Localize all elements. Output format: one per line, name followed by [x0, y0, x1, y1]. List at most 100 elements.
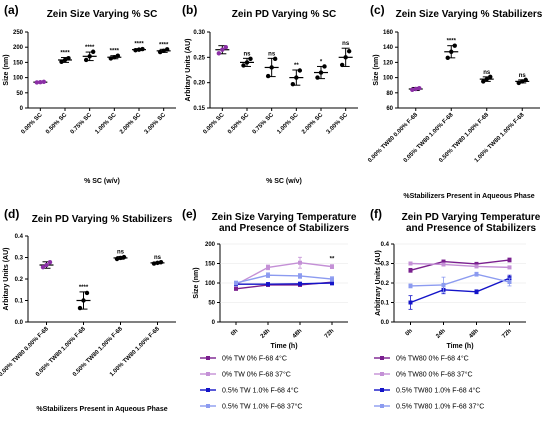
- data-point: [81, 298, 86, 303]
- x-tick-label: 2.00% SC: [301, 112, 325, 136]
- data-point: [244, 60, 250, 65]
- series-point: [298, 260, 302, 265]
- y-axis-label-a: Size (nm): [3, 54, 10, 85]
- data-point: [346, 49, 352, 54]
- panel-label-f: (f): [370, 207, 382, 221]
- series-point: [298, 273, 302, 278]
- legend-swatch-marker: [380, 404, 384, 408]
- data-point: [265, 73, 271, 79]
- y-tick-label: 0: [20, 106, 24, 112]
- y-tick-label: 0.2: [15, 277, 24, 283]
- data-point: [315, 75, 320, 80]
- series-point: [441, 262, 446, 267]
- legend-label: 0% TW80 0% F-68 37°C: [396, 371, 473, 379]
- y-tick-label: 100: [13, 76, 24, 82]
- x-tick-label: 48h: [468, 328, 480, 340]
- data-point: [410, 87, 415, 92]
- y-tick-label: 150: [205, 262, 216, 268]
- data-point: [297, 68, 303, 73]
- series-point: [298, 281, 302, 286]
- legend-label: 0.5% TW80 1.0% F-68 37°C: [396, 403, 484, 411]
- data-point: [523, 77, 528, 83]
- data-point: [161, 48, 166, 54]
- significance-label: ****: [134, 42, 144, 48]
- chart-title-e: Zein Size Varying Temperature: [212, 212, 357, 223]
- data-point: [269, 65, 274, 70]
- data-point: [223, 45, 229, 50]
- data-point: [59, 59, 64, 64]
- panel-label-e: (e): [182, 207, 197, 221]
- data-point: [516, 80, 521, 86]
- significance-label: ns: [117, 250, 125, 256]
- x-axis-label-a: % SC (w/v): [84, 178, 120, 185]
- data-point: [87, 54, 92, 59]
- series-point: [330, 281, 334, 285]
- data-point: [290, 81, 296, 87]
- series-line: [235, 262, 333, 286]
- y-tick-label: 200: [205, 242, 216, 248]
- x-axis-label-c: %Stabilizers Present in Aqueous Phase: [403, 193, 534, 200]
- significance-label: ****: [79, 285, 89, 291]
- y-tick-label: 0.4: [15, 234, 24, 240]
- y-tick-label: 150: [13, 60, 24, 66]
- y-tick-label: 120: [383, 60, 394, 66]
- series-point: [266, 273, 270, 278]
- y-tick-label: 0.2: [381, 281, 390, 287]
- legend-swatch-marker: [206, 356, 210, 360]
- legend-swatch-marker: [206, 388, 210, 392]
- x-tick-label: 3.00% SC: [144, 112, 168, 136]
- data-point: [83, 57, 89, 63]
- legend-swatch-marker: [380, 388, 384, 392]
- significance-label: ns: [342, 41, 350, 47]
- series-line: [410, 273, 510, 287]
- significance-label: ns: [268, 51, 276, 57]
- significance-label: ****: [85, 45, 95, 51]
- data-point: [241, 63, 246, 68]
- chart-title-f: Zein PD Varying Temperature: [402, 212, 541, 223]
- data-point: [118, 255, 123, 261]
- x-tick-label: 3.00% SC: [326, 112, 350, 136]
- series-point: [408, 261, 413, 266]
- y-tick-label: 0.0: [381, 320, 390, 326]
- legend-swatch-marker: [380, 372, 384, 376]
- y-tick-label: 140: [383, 45, 394, 51]
- y-tick-label: 50: [16, 91, 23, 97]
- data-point: [121, 254, 127, 260]
- x-tick-label: 0.75% SC: [252, 112, 276, 136]
- x-axis-label-e: Time (h): [270, 343, 297, 350]
- legend-label: 0% TW 0% F-68 4°C: [222, 355, 287, 363]
- y-axis-label-d: Arbitary Units (AU): [3, 247, 10, 310]
- data-point: [112, 55, 117, 60]
- x-tick-label: 0.50% SC: [45, 112, 69, 136]
- series-point: [266, 282, 270, 287]
- series-point: [408, 283, 413, 288]
- x-tick-label: 0h: [405, 328, 414, 337]
- data-point: [452, 43, 457, 48]
- panel-label-a: (a): [4, 3, 19, 17]
- x-tick-label: 72h: [324, 328, 336, 340]
- data-point: [272, 56, 278, 62]
- data-point: [114, 256, 120, 262]
- chart-title-d: Zein PD Varying % Stabilizers: [32, 214, 173, 225]
- legend-swatch-marker: [206, 404, 210, 408]
- series-line: [235, 274, 333, 284]
- series-line: [410, 262, 510, 269]
- data-point: [84, 290, 90, 296]
- series-point: [474, 272, 479, 277]
- y-tick-label: 0.1: [15, 299, 24, 305]
- data-point: [339, 62, 345, 68]
- data-point: [413, 86, 418, 92]
- significance-label: ns: [243, 51, 251, 57]
- data-point: [164, 47, 170, 52]
- panel-label-b: (b): [182, 3, 197, 17]
- legend-label: 0% TW 0% F-68 37°C: [222, 371, 291, 379]
- series-point: [441, 259, 446, 264]
- legend-swatch-marker: [380, 356, 384, 360]
- x-tick-label: 24h: [260, 328, 272, 340]
- legend-label: 0.5% TW 1.0% F-68 4°C: [222, 387, 299, 395]
- y-tick-label: 0.25: [193, 55, 205, 61]
- chart-subtitle-e: and Presence of Stabilizers: [219, 223, 349, 234]
- series-point: [266, 265, 270, 270]
- x-tick-label: 72h: [501, 328, 513, 340]
